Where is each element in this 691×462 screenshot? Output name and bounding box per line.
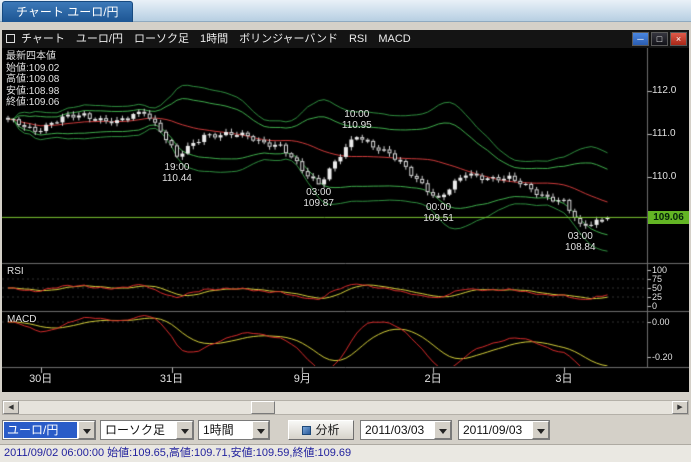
price-axis-label: 110.0 (652, 171, 677, 182)
titlebar-item: チャート (21, 33, 65, 45)
x-axis-day-label: 30日 (29, 373, 53, 385)
chart-region: 最新四本値 始値:109.02 高値:109.08 安値:108.98 終値:1… (2, 48, 689, 392)
analyze-button-label: 分析 (315, 423, 340, 437)
scrollbar-thumb[interactable] (251, 401, 275, 414)
date-to-select[interactable]: 2011/09/03 (458, 420, 550, 440)
titlebar-item: ユーロ/円 (75, 33, 123, 45)
chart-h-scrollbar[interactable]: ◀ ▶ (2, 400, 689, 415)
titlebar-text: チャート ユーロ/円 ローソク足 1時間 ボリンジャーバンド RSI MACD (21, 30, 422, 48)
timeframe-select[interactable]: 1時間 (198, 420, 270, 440)
date-to-value[interactable]: 2011/09/03 (463, 423, 523, 437)
titlebar-item: MACD (378, 33, 411, 45)
legend-low: 安値:108.98 (6, 85, 60, 97)
chart-type-dropdown-button[interactable] (176, 421, 193, 439)
chevron-down-icon (83, 429, 91, 438)
x-axis-day-label: 3日 (555, 373, 573, 385)
chart-annotation: 00:00 109.51 (423, 202, 454, 225)
price-chart-canvas[interactable] (2, 48, 689, 392)
scroll-right-arrow-icon[interactable]: ▶ (672, 401, 688, 414)
chart-window-titlebar: チャート ユーロ/円 ローソク足 1時間 ボリンジャーバンド RSI MACD ─ □ × (2, 30, 689, 48)
rsi-axis-label: 75 (652, 274, 663, 284)
rsi-axis-label: 50 (652, 283, 663, 293)
maximize-button[interactable]: □ (651, 32, 668, 46)
chevron-down-icon (537, 429, 545, 438)
current-price-tag: 109.06 (648, 210, 689, 224)
analyze-button[interactable]: 分析 (288, 420, 354, 440)
chart-type-select[interactable]: ローソク足 (100, 420, 194, 440)
close-button[interactable]: × (670, 32, 687, 46)
scroll-left-arrow-icon[interactable]: ◀ (3, 401, 19, 414)
price-axis-label: 112.0 (652, 85, 677, 96)
legend-close: 終値:109.06 (6, 97, 60, 108)
currency-pair-dropdown-button[interactable] (78, 421, 95, 439)
chevron-down-icon (257, 429, 265, 438)
currency-pair-value[interactable]: ユーロ/円 (4, 422, 77, 438)
window-buttons: ─ □ × (632, 32, 687, 46)
toolbar: ユーロ/円 ローソク足 1時間 分析 2011/03/03 2011/09/03 (0, 420, 691, 442)
titlebar-item: RSI (348, 33, 368, 45)
chart-type-value[interactable]: ローソク足 (105, 423, 166, 437)
date-from-value[interactable]: 2011/03/03 (365, 423, 425, 437)
x-axis-day-label: 9月 (293, 373, 311, 385)
chart-annotation: 03:00 108.84 (564, 230, 596, 253)
rsi-axis-label: 0 (652, 301, 658, 311)
minimize-button[interactable]: ─ (632, 32, 649, 46)
chart-annotation: 10:00 110.95 (341, 109, 372, 132)
latest-ohlc-legend: 最新四本値 始値:109.02 高値:109.08 安値:108.98 終値:1… (6, 51, 59, 109)
chart-annotation: 19:00 110.44 (162, 162, 192, 185)
legend-high: 高値:109.08 (6, 74, 60, 85)
timeframe-dropdown-button[interactable] (252, 421, 269, 439)
legend-open: 始値:109.02 (6, 62, 60, 74)
titlebar-item: ローソク足 (133, 33, 189, 45)
chevron-down-icon (181, 429, 189, 438)
status-bar: 2011/09/02 06:00:00 始値:109.65,高値:109.71,… (0, 444, 691, 462)
window-menu-icon[interactable] (6, 34, 15, 43)
macd-panel-label: MACD (7, 314, 37, 325)
chevron-down-icon (439, 429, 447, 438)
macd-axis-label: 0.00 (652, 317, 670, 327)
date-from-dropdown-button[interactable] (434, 421, 451, 439)
rsi-axis-label: 100 (652, 265, 668, 275)
price-axis-label: 111.0 (652, 128, 676, 139)
x-axis-day-label: 2日 (424, 373, 442, 385)
chart-annotation: 03:00 109.87 (303, 186, 334, 209)
tab-bar: チャート ユーロ/円 (0, 0, 691, 22)
rsi-panel-label: RSI (7, 266, 24, 277)
tab-chart-eurjpy[interactable]: チャート ユーロ/円 (2, 1, 133, 22)
timeframe-value[interactable]: 1時間 (203, 423, 234, 437)
currency-pair-select[interactable]: ユーロ/円 (2, 420, 96, 440)
x-axis-day-label: 31日 (159, 373, 184, 385)
legend-title: 最新四本値 (6, 51, 56, 62)
analysis-icon (302, 426, 312, 435)
date-from-select[interactable]: 2011/03/03 (360, 420, 452, 440)
macd-axis-label: -0.20 (652, 352, 673, 362)
titlebar-item: 1時間 (199, 33, 229, 45)
titlebar-item: ボリンジャーバンド (239, 33, 338, 45)
date-to-dropdown-button[interactable] (532, 421, 549, 439)
rsi-axis-label: 25 (652, 292, 663, 302)
